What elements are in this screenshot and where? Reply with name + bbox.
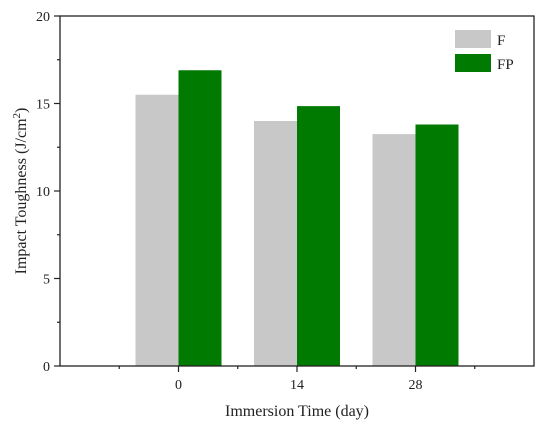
y-axis: 0 5 10 15 20 [36, 10, 60, 375]
x-tick-label: 14 [290, 378, 304, 393]
y-axis-title-superscript: 2 [11, 113, 23, 119]
y-tick-label: 0 [43, 360, 50, 375]
bar-f-0 [135, 94, 179, 366]
x-axis-title: Immersion Time (day) [225, 403, 369, 420]
legend-swatch-fp [455, 54, 491, 72]
bar-fp-28 [415, 124, 459, 366]
x-tick-label: 28 [409, 378, 423, 393]
bar-f-28 [372, 134, 416, 366]
legend-label-f: F [497, 33, 505, 49]
legend-label-fp: FP [497, 57, 514, 73]
y-tick-label: 15 [36, 98, 50, 113]
bars-group [135, 70, 459, 366]
y-tick-label: 5 [43, 273, 50, 288]
legend-swatch-f [455, 30, 491, 48]
x-axis: 0 14 28 [118, 366, 476, 393]
bar-fp-14 [297, 106, 340, 366]
y-tick-label: 10 [36, 185, 50, 200]
legend: F FP [455, 30, 514, 73]
y-tick-label: 20 [36, 10, 50, 25]
x-tick-label: 0 [175, 378, 182, 393]
y-axis-title: Impact Toughness (J/cm2) [11, 108, 30, 275]
bar-f-14 [254, 121, 297, 366]
bar-fp-0 [178, 70, 222, 366]
